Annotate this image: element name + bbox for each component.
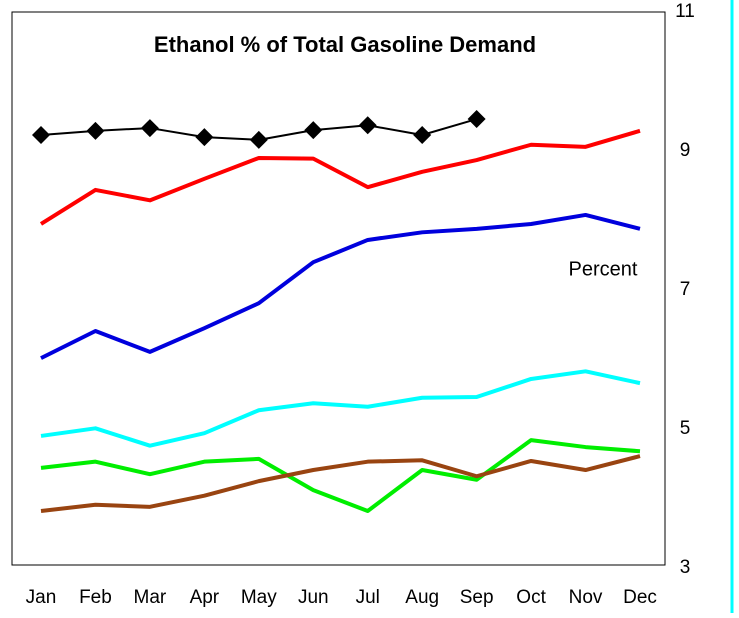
plot-frame [11,11,666,566]
y-tick-label: 9 [680,140,691,161]
marker [304,121,323,140]
marker [86,121,105,140]
marker [467,110,486,129]
x-tick-label: Sep [460,587,494,608]
y-axis-label: Percent [569,258,638,280]
series-line [40,212,641,360]
series-line [40,454,641,513]
marker [195,128,214,147]
marker [413,126,432,145]
x-tick-label: Dec [623,587,657,608]
y-tick-label: 11 [675,1,695,22]
x-tick-label: Apr [190,587,220,608]
x-tick-label: Oct [516,587,546,608]
marker [32,126,50,145]
x-tick-label: Mar [134,587,167,608]
y-tick-label: 3 [680,557,691,578]
marker [249,130,268,149]
y-tick-label: 7 [680,279,691,300]
x-tick-label: Aug [405,587,439,608]
x-tick-label: Nov [569,587,603,608]
y-tick-label: 5 [680,418,691,439]
x-tick-label: Jun [298,587,329,608]
series-line [40,369,641,448]
x-tick-label: Feb [79,587,112,608]
chart-title: Ethanol % of Total Gasoline Demand [154,32,536,57]
x-tick-label: Jan [26,587,57,608]
marker [140,119,159,138]
x-tick-label: Jul [356,587,380,608]
marker [358,116,377,135]
series-line [39,128,641,226]
x-tick-label: May [241,587,277,608]
series-line [40,438,641,514]
